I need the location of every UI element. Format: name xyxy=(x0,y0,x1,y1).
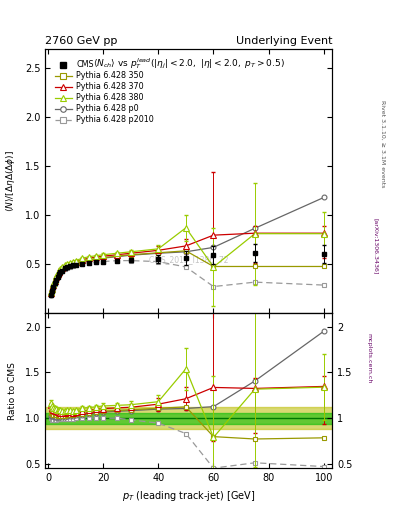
Text: Rivet 3.1.10, ≥ 3.1M events: Rivet 3.1.10, ≥ 3.1M events xyxy=(381,100,386,187)
Text: $\langle N_{ch}\rangle$ vs $p_T^{lead}(|\eta_j|{<}2.0,\ |\eta|{<}2.0,\ p_T{>}0.5: $\langle N_{ch}\rangle$ vs $p_T^{lead}(|… xyxy=(93,56,285,71)
Text: CMS_2015_I1386  72: CMS_2015_I1386 72 xyxy=(149,255,228,265)
Text: mcplots.cern.ch: mcplots.cern.ch xyxy=(366,333,371,383)
Text: Underlying Event: Underlying Event xyxy=(235,36,332,46)
Y-axis label: $\langle N\rangle/[\Delta\eta\Delta(\Delta\phi)]$: $\langle N\rangle/[\Delta\eta\Delta(\Del… xyxy=(4,150,17,212)
Y-axis label: Ratio to CMS: Ratio to CMS xyxy=(7,362,17,420)
Legend: CMS, Pythia 6.428 350, Pythia 6.428 370, Pythia 6.428 380, Pythia 6.428 p0, Pyth: CMS, Pythia 6.428 350, Pythia 6.428 370,… xyxy=(52,58,156,127)
X-axis label: $p_T$ (leading track-jet) [GeV]: $p_T$ (leading track-jet) [GeV] xyxy=(122,489,255,503)
Text: [arXiv:1306.3436]: [arXiv:1306.3436] xyxy=(373,218,378,274)
Text: 2760 GeV pp: 2760 GeV pp xyxy=(45,36,118,46)
